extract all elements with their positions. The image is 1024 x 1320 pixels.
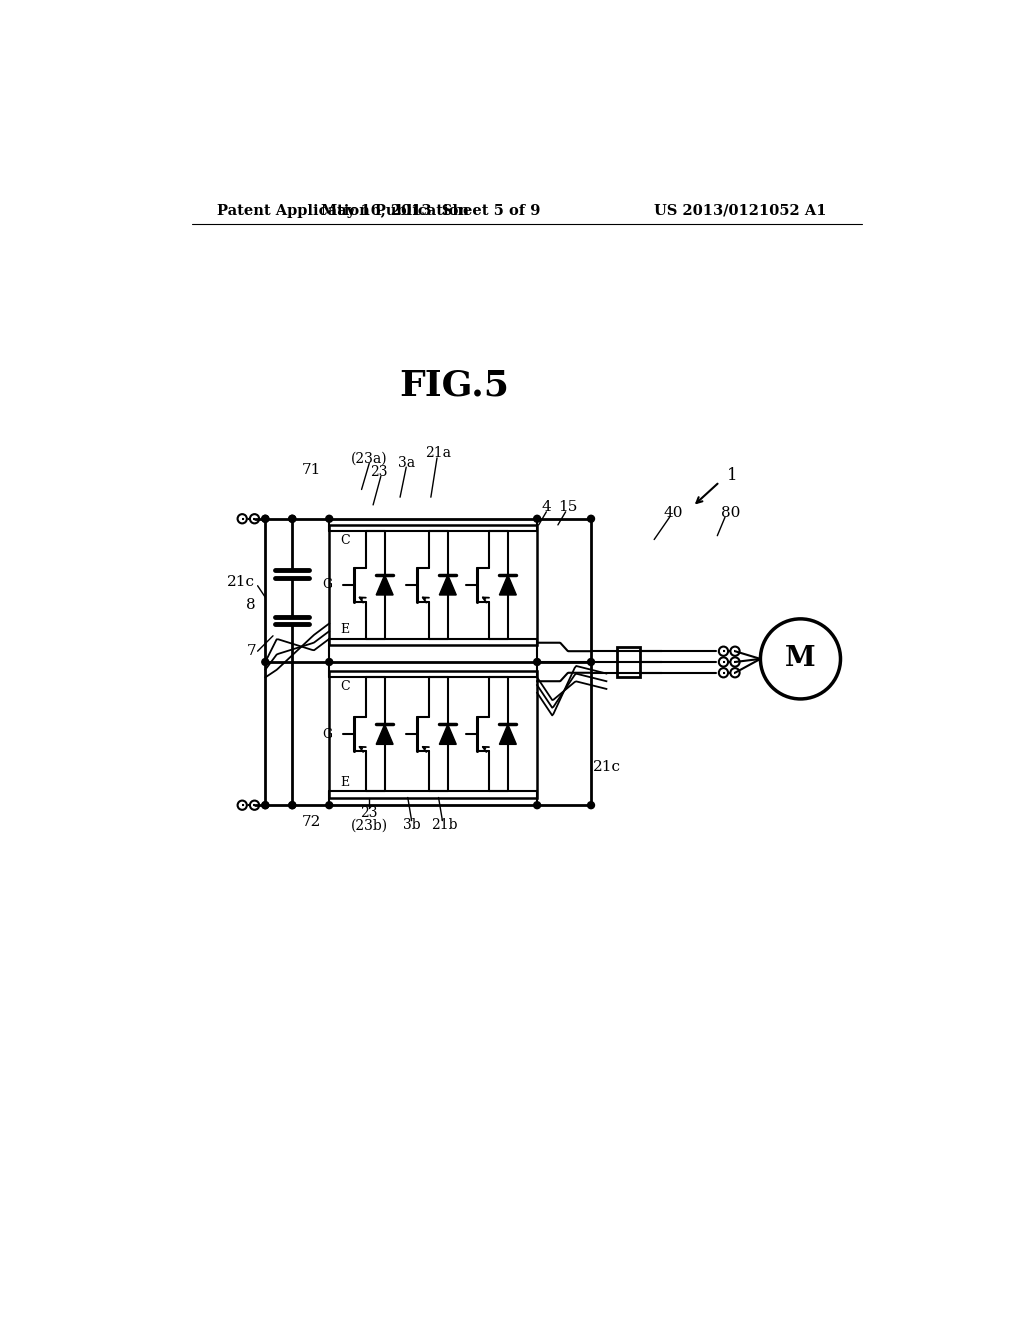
Circle shape: [262, 801, 268, 809]
Text: FIG.5: FIG.5: [399, 368, 509, 403]
Circle shape: [262, 659, 268, 665]
Bar: [330, 525, 538, 645]
Text: 1: 1: [727, 467, 738, 484]
Circle shape: [289, 515, 296, 523]
Text: 3a: 3a: [397, 455, 415, 470]
Text: 8: 8: [247, 598, 256, 612]
Circle shape: [730, 647, 739, 656]
Text: May 16, 2013  Sheet 5 of 9: May 16, 2013 Sheet 5 of 9: [322, 203, 541, 218]
Text: 4: 4: [542, 500, 551, 515]
Text: 15: 15: [558, 500, 578, 515]
Circle shape: [250, 513, 259, 524]
Circle shape: [719, 668, 728, 677]
Circle shape: [262, 801, 268, 809]
Text: Patent Application Publication: Patent Application Publication: [217, 203, 469, 218]
Circle shape: [289, 801, 296, 809]
Circle shape: [326, 801, 333, 809]
Circle shape: [534, 801, 541, 809]
Circle shape: [289, 801, 296, 809]
Circle shape: [262, 515, 268, 523]
Circle shape: [761, 619, 841, 700]
Text: C: C: [340, 680, 349, 693]
Polygon shape: [376, 725, 393, 744]
Bar: [617, 647, 640, 677]
Text: 21a: 21a: [426, 446, 452, 461]
Circle shape: [534, 659, 541, 665]
Circle shape: [238, 513, 247, 524]
Text: 71: 71: [302, 463, 322, 478]
Text: 40: 40: [664, 506, 683, 520]
Text: 21c: 21c: [227, 576, 255, 589]
Circle shape: [534, 515, 541, 523]
Circle shape: [588, 801, 595, 809]
Text: 21b: 21b: [431, 818, 458, 832]
Text: M: M: [785, 645, 816, 672]
Text: 23: 23: [371, 465, 388, 479]
Text: 3b: 3b: [402, 818, 421, 832]
Text: G: G: [323, 727, 333, 741]
Circle shape: [719, 657, 728, 667]
Circle shape: [719, 647, 728, 656]
Circle shape: [250, 800, 259, 810]
Text: C: C: [340, 533, 349, 546]
Circle shape: [588, 659, 595, 665]
Text: E: E: [340, 776, 349, 788]
Polygon shape: [439, 725, 457, 744]
Circle shape: [326, 659, 333, 665]
Circle shape: [588, 515, 595, 523]
Text: G: G: [323, 578, 333, 591]
Circle shape: [326, 515, 333, 523]
Circle shape: [730, 657, 739, 667]
Polygon shape: [500, 725, 516, 744]
Text: 80: 80: [722, 506, 740, 520]
Bar: [330, 671, 538, 797]
Text: 72: 72: [302, 816, 322, 829]
Text: US 2013/0121052 A1: US 2013/0121052 A1: [654, 203, 826, 218]
Polygon shape: [439, 576, 457, 595]
Circle shape: [730, 668, 739, 677]
Text: (23a): (23a): [351, 451, 387, 466]
Polygon shape: [500, 576, 516, 595]
Text: 23: 23: [360, 807, 378, 820]
Text: E: E: [340, 623, 349, 636]
Text: (23b): (23b): [350, 818, 388, 832]
Polygon shape: [376, 576, 393, 595]
Circle shape: [289, 515, 296, 523]
Circle shape: [262, 515, 268, 523]
Circle shape: [238, 800, 247, 810]
Text: 21c: 21c: [593, 760, 621, 774]
Text: 7: 7: [247, 644, 256, 659]
